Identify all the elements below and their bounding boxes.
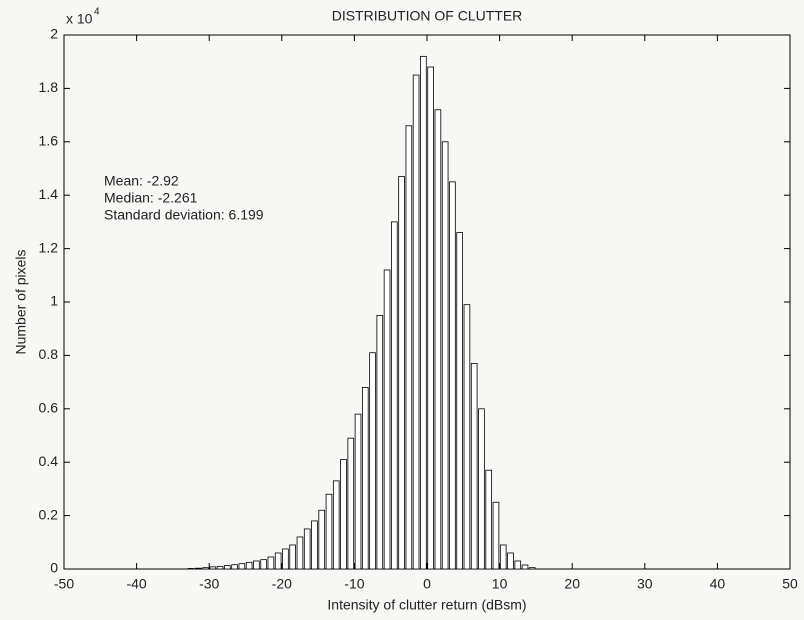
bar	[318, 509, 326, 570]
bar	[383, 269, 391, 570]
y-tick-label: 1.2	[39, 239, 59, 255]
bar	[499, 544, 507, 570]
bar	[332, 480, 340, 570]
x-tick-label: -20	[272, 576, 292, 592]
chart-title: DISTRIBUTION OF CLUTTER	[332, 8, 523, 24]
bar	[260, 559, 267, 570]
bar	[245, 561, 253, 570]
bar	[340, 459, 347, 570]
bar	[289, 544, 296, 570]
bar	[478, 408, 485, 570]
bar	[449, 181, 456, 570]
bar	[224, 565, 231, 570]
bar	[376, 314, 384, 570]
y-tick-label: 1.4	[39, 186, 59, 202]
bar	[282, 548, 289, 570]
bar	[470, 363, 478, 570]
bar	[391, 221, 398, 570]
bar	[427, 66, 434, 570]
bar	[528, 567, 536, 570]
y-multiplier: x 10	[66, 11, 93, 27]
y-axis-label: Number of pixels	[13, 249, 29, 354]
x-tick-label: 10	[492, 576, 508, 592]
x-tick-label: 20	[564, 576, 580, 592]
y-tick-label: 1.8	[39, 79, 59, 95]
bar	[521, 564, 529, 570]
bar	[231, 564, 238, 570]
x-tick-label: 0	[423, 576, 431, 592]
x-axis-label: Intensity of clutter return (dBsm)	[327, 597, 526, 613]
y-tick-label: 0.6	[39, 400, 59, 416]
plot-frame	[63, 34, 791, 570]
bar	[202, 567, 209, 570]
bar	[274, 552, 282, 570]
bar	[253, 560, 260, 570]
bar	[187, 568, 195, 570]
annotation: Mean: -2.92	[104, 173, 179, 189]
bar	[412, 74, 420, 570]
bar	[441, 141, 449, 570]
bar	[463, 304, 471, 570]
bar	[507, 552, 514, 570]
y-tick-label: 0.2	[39, 506, 59, 522]
x-tick-label: 50	[782, 576, 798, 592]
bar	[354, 413, 362, 570]
y-tick-label: 0	[50, 560, 58, 576]
bar	[296, 536, 304, 570]
bar	[361, 387, 369, 570]
x-tick-label: -30	[199, 576, 219, 592]
y-tick-label: 1	[50, 293, 58, 309]
bar	[369, 352, 376, 570]
bar	[238, 563, 246, 570]
bar	[434, 109, 442, 570]
bar	[311, 520, 318, 570]
bar	[485, 469, 493, 570]
annotation: Median: -2.261	[104, 190, 198, 206]
bar	[303, 528, 311, 570]
bar	[209, 566, 217, 570]
bar	[325, 493, 333, 570]
x-tick-label: -50	[54, 576, 74, 592]
y-tick-label: 0.4	[39, 453, 59, 469]
x-tick-label: 30	[637, 576, 653, 592]
y-multiplier-exponent: 4	[94, 7, 100, 18]
bar	[456, 232, 463, 570]
annotation: Standard deviation: 6.199	[104, 207, 264, 223]
bar	[267, 556, 275, 570]
bar	[492, 501, 500, 570]
x-tick-label: -40	[126, 576, 146, 592]
bar	[405, 125, 413, 570]
bar	[398, 176, 405, 570]
bar	[216, 565, 224, 570]
x-tick-label: 40	[710, 576, 726, 592]
y-tick-label: 0.8	[39, 346, 59, 362]
bar	[195, 567, 202, 570]
y-tick-label: 1.6	[39, 133, 59, 149]
y-tick-label: 2	[50, 26, 58, 42]
bar	[420, 55, 427, 570]
bar	[514, 560, 522, 570]
bar	[347, 437, 355, 570]
x-tick-label: -10	[344, 576, 364, 592]
